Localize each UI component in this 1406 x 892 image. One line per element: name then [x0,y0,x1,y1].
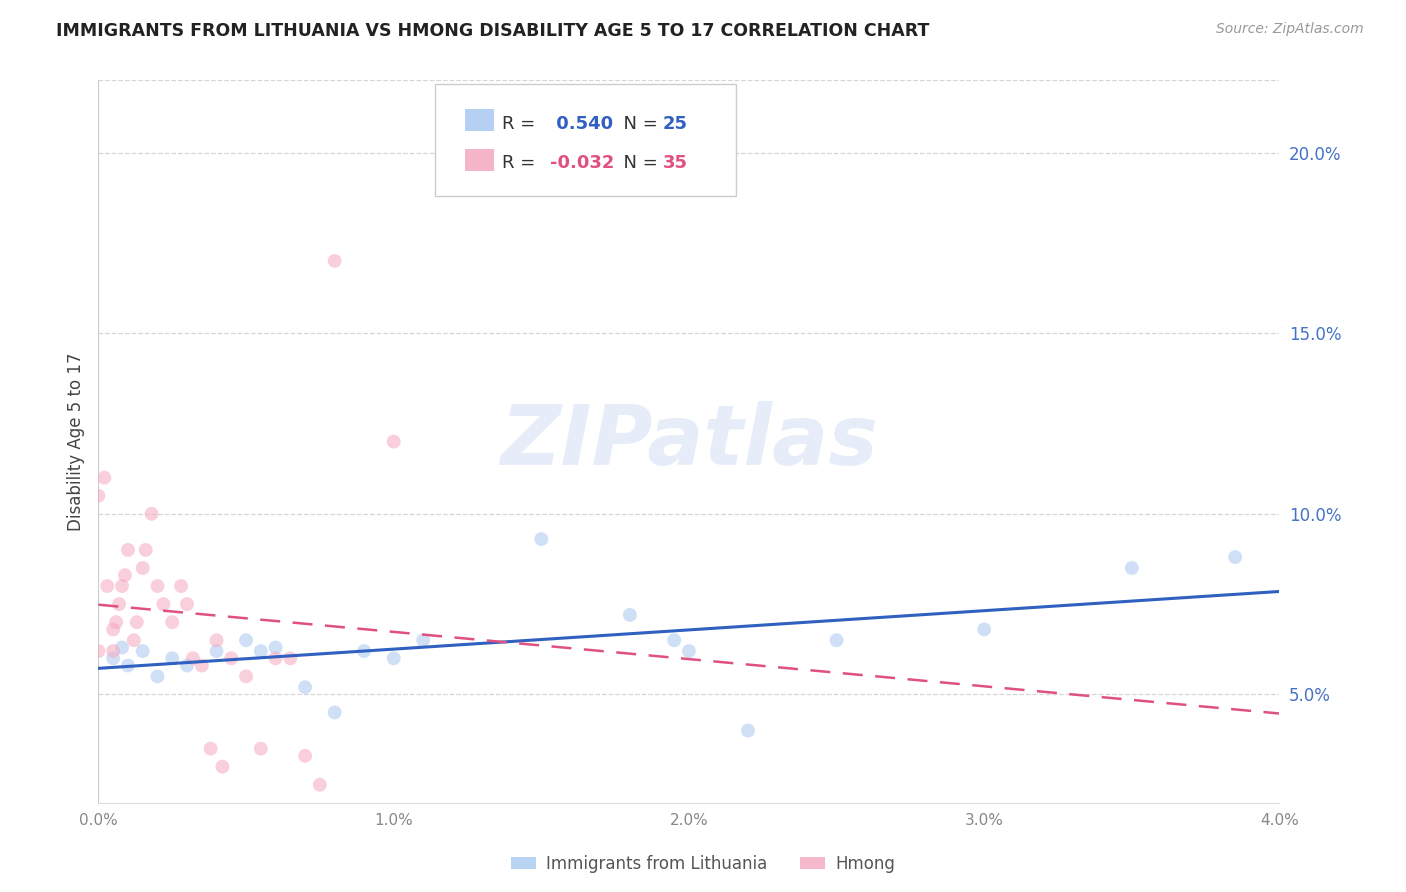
Point [181,651,204,665]
Point [353,644,375,658]
Text: R =: R = [502,154,541,172]
Point [170,579,193,593]
Point [117,542,139,557]
Point [162,615,183,630]
Point [87,489,110,503]
Point [152,597,174,611]
Text: 0.540: 0.540 [550,115,613,133]
Point [294,680,316,694]
Point [125,615,148,630]
Point [176,658,198,673]
Text: N =: N = [612,154,664,172]
Point [117,658,139,673]
Point [235,669,257,683]
Y-axis label: Disability Age 5 to 17: Disability Age 5 to 17 [66,352,84,531]
Text: ZIPatlas: ZIPatlas [501,401,877,482]
Point [146,669,169,683]
Point [280,651,302,665]
Point [111,579,134,593]
Point [264,651,287,665]
Point [221,651,243,665]
Text: N =: N = [612,115,664,133]
Point [678,644,700,658]
Point [737,723,759,738]
Point [530,532,553,546]
Point [294,748,316,763]
Point [103,651,125,665]
Point [132,644,155,658]
Point [132,561,155,575]
Text: -0.032: -0.032 [550,154,614,172]
Legend: Immigrants from Lithuania, Hmong: Immigrants from Lithuania, Hmong [505,848,901,880]
Point [412,633,434,648]
Text: Source: ZipAtlas.com: Source: ZipAtlas.com [1216,22,1364,37]
Point [619,607,641,622]
Point [122,633,145,648]
Point [141,507,163,521]
Point [114,568,136,582]
Text: IMMIGRANTS FROM LITHUANIA VS HMONG DISABILITY AGE 5 TO 17 CORRELATION CHART: IMMIGRANTS FROM LITHUANIA VS HMONG DISAB… [56,22,929,40]
Text: R =: R = [502,115,541,133]
Point [103,623,125,637]
Point [1225,550,1247,565]
Point [250,644,273,658]
Point [264,640,287,655]
FancyBboxPatch shape [434,84,737,196]
Point [235,633,257,648]
Point [191,658,214,673]
Point [211,760,233,774]
Point [111,640,134,655]
Point [93,471,115,485]
Point [105,615,128,630]
Point [87,644,110,658]
Point [323,253,346,268]
Point [664,633,686,648]
Point [1121,561,1143,575]
Text: 35: 35 [664,154,688,172]
Point [382,651,405,665]
Point [108,597,131,611]
Point [103,644,125,658]
FancyBboxPatch shape [464,149,494,170]
Point [146,579,169,593]
Point [135,542,157,557]
Point [825,633,848,648]
Point [205,644,228,658]
Point [382,434,405,449]
Point [176,597,198,611]
FancyBboxPatch shape [464,109,494,131]
Point [205,633,228,648]
Point [250,741,273,756]
Point [96,579,118,593]
Point [973,623,995,637]
Point [162,651,183,665]
Point [323,706,346,720]
Point [309,778,332,792]
Point [200,741,222,756]
Text: 25: 25 [664,115,688,133]
